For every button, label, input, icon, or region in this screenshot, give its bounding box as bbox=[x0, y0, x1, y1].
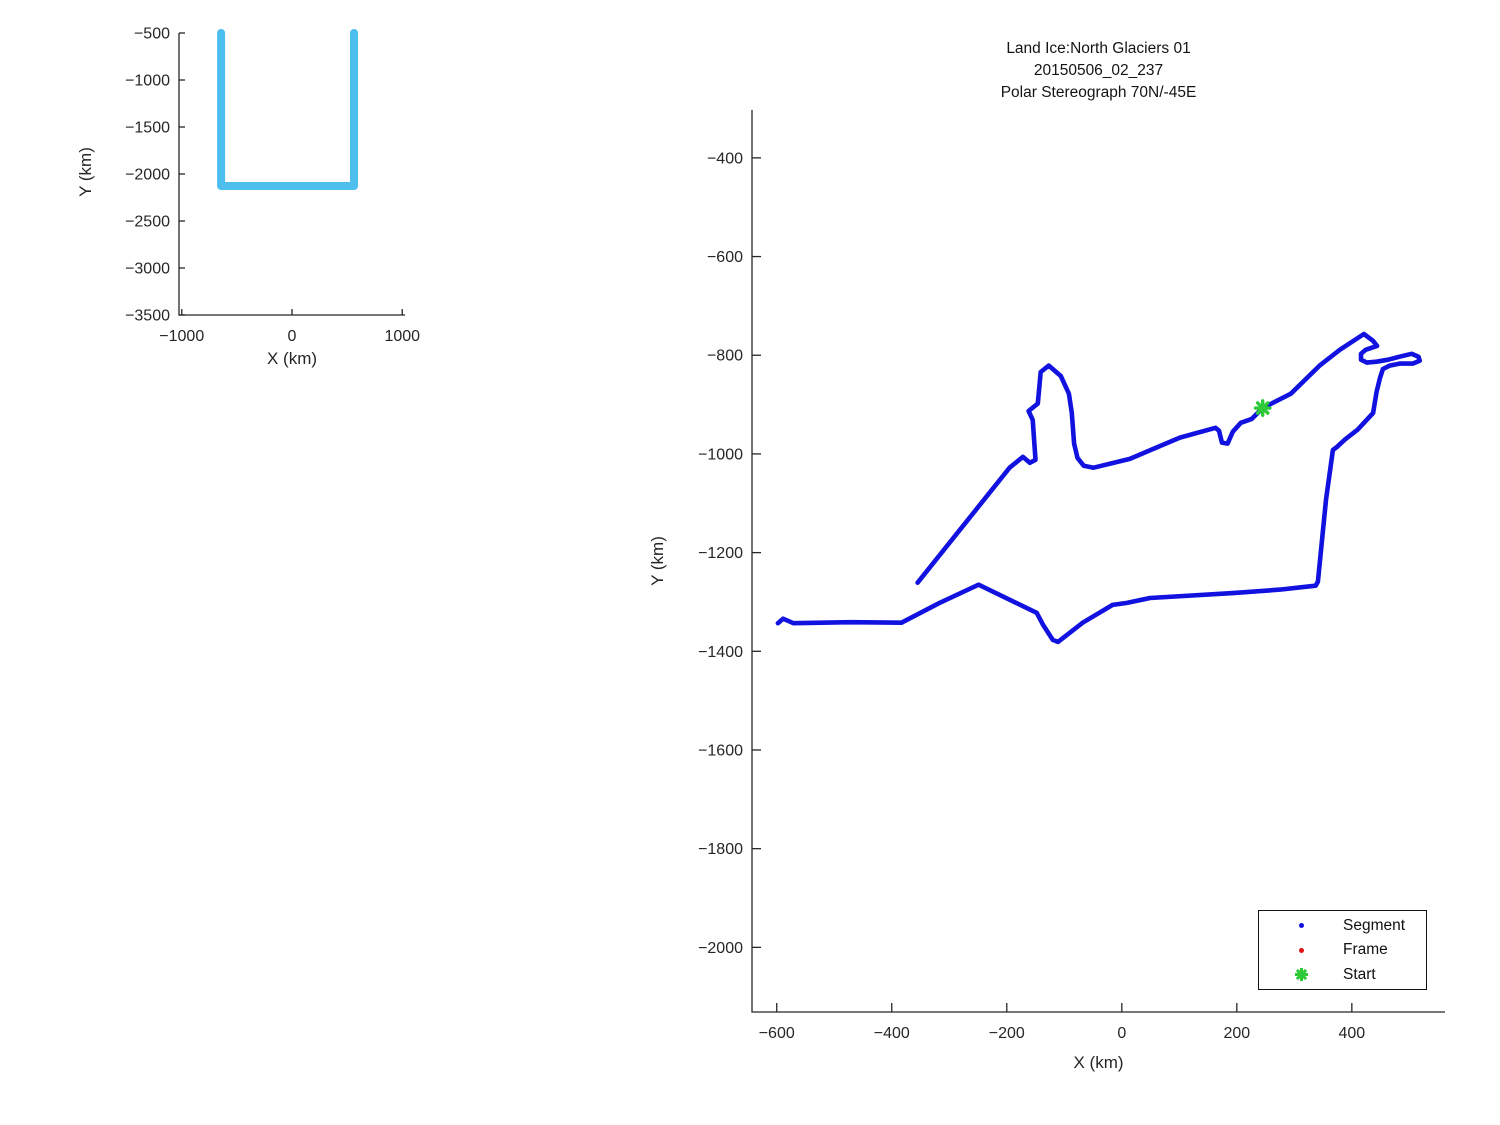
x-tick-label: 200 bbox=[1223, 1025, 1250, 1042]
y-tick-label: −800 bbox=[707, 348, 743, 365]
x-tick-label: −600 bbox=[759, 1025, 795, 1042]
title-line-mission: Land Ice:North Glaciers 01 bbox=[1006, 40, 1191, 57]
overview-map-series bbox=[217, 29, 358, 190]
trajectory-axes: −600 −400 −200 0 200 400−2000−1800−1600−1400−… bbox=[698, 110, 1445, 1042]
y-tick-label: −1200 bbox=[698, 545, 743, 562]
y-tick-label: −2000 bbox=[125, 167, 170, 184]
legend-label-start: Start bbox=[1343, 965, 1376, 983]
title-line-projection: Polar Stereograph 70N/-45E bbox=[1000, 84, 1197, 101]
segment-dot-icon bbox=[1298, 923, 1304, 928]
start-asterisk-icon bbox=[1294, 968, 1308, 981]
trajectory-xaxis-label: X (km) bbox=[1073, 1053, 1124, 1072]
legend-item-segment: Segment bbox=[1259, 914, 1426, 938]
legend-item-start: Start bbox=[1259, 963, 1426, 987]
legend-label-segment: Segment bbox=[1343, 916, 1406, 934]
x-tick-label: −400 bbox=[874, 1025, 910, 1042]
y-tick-label: −1400 bbox=[698, 644, 743, 661]
y-tick-label: −500 bbox=[134, 26, 170, 43]
segment-track bbox=[775, 331, 1422, 645]
x-tick-label: −200 bbox=[989, 1025, 1025, 1042]
overview-yaxis-label: Y (km) bbox=[76, 147, 95, 197]
y-tick-label: −1600 bbox=[698, 742, 743, 759]
overview-xaxis-label: X (km) bbox=[266, 349, 318, 368]
x-tick-label: 1000 bbox=[384, 328, 420, 345]
start-marker bbox=[1253, 399, 1272, 417]
x-tick-label: 0 bbox=[1117, 1025, 1126, 1042]
y-tick-label: −2500 bbox=[125, 214, 170, 231]
legend: Segment Frame Start bbox=[1258, 910, 1427, 990]
y-tick-label: −1000 bbox=[125, 73, 170, 90]
legend-item-frame: Frame bbox=[1259, 938, 1426, 962]
x-tick-label: −1000 bbox=[159, 328, 204, 345]
x-tick-label: 0 bbox=[288, 328, 297, 345]
y-tick-label: −400 bbox=[707, 150, 743, 167]
trajectory-yaxis-label: Y (km) bbox=[648, 536, 667, 586]
y-tick-label: −600 bbox=[707, 249, 743, 266]
y-tick-label: −2000 bbox=[698, 940, 743, 957]
trajectory-series bbox=[775, 331, 1422, 645]
y-tick-label: −1500 bbox=[125, 120, 170, 137]
coverage-outline bbox=[217, 29, 358, 190]
y-tick-label: −1000 bbox=[698, 446, 743, 463]
title-line-flight-id: 20150506_02_237 bbox=[1033, 62, 1164, 79]
x-tick-label: 400 bbox=[1338, 1025, 1365, 1042]
frame-dot-icon bbox=[1298, 947, 1304, 953]
trajectory-title: Land Ice:North Glaciers 01 20150506_02_2… bbox=[752, 38, 1445, 104]
y-tick-label: −3500 bbox=[125, 308, 170, 325]
overview-map-axes: −1000 0 1000 −3500 −3000 −2500 −2000 −1500 −1000… bbox=[125, 26, 420, 346]
legend-label-frame: Frame bbox=[1343, 941, 1388, 958]
y-tick-label: −1800 bbox=[698, 841, 743, 858]
y-tick-label: −3000 bbox=[125, 261, 170, 278]
